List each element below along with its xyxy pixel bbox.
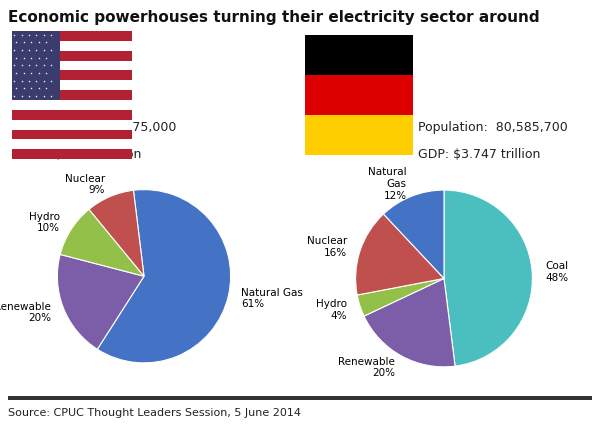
Wedge shape <box>383 190 444 278</box>
Text: Renewable
20%: Renewable 20% <box>338 357 395 378</box>
Text: Hydro
4%: Hydro 4% <box>316 299 347 321</box>
Bar <box>12 120 132 130</box>
Text: GDP: $3.747 trillion: GDP: $3.747 trillion <box>418 149 541 161</box>
Wedge shape <box>89 190 144 276</box>
Bar <box>12 80 132 90</box>
Bar <box>12 149 132 159</box>
Bar <box>12 31 60 100</box>
Bar <box>12 90 132 100</box>
Bar <box>12 100 132 110</box>
Wedge shape <box>444 190 532 366</box>
Text: Source: CPUC Thought Leaders Session, 5 June 2014: Source: CPUC Thought Leaders Session, 5 … <box>8 408 301 418</box>
Wedge shape <box>58 255 144 349</box>
Bar <box>12 51 132 61</box>
Text: Nuclear
16%: Nuclear 16% <box>307 236 347 258</box>
Text: Population:  318,275,000: Population: 318,275,000 <box>19 121 177 134</box>
Text: Nuclear
9%: Nuclear 9% <box>65 174 105 195</box>
Wedge shape <box>97 190 230 363</box>
Bar <box>12 139 132 149</box>
Text: Population:  80,585,700: Population: 80,585,700 <box>418 121 568 134</box>
Bar <box>12 41 132 51</box>
Text: Coal
48%: Coal 48% <box>545 261 569 283</box>
Bar <box>305 35 413 75</box>
Bar <box>12 110 132 120</box>
Text: Natural
Gas
12%: Natural Gas 12% <box>368 168 407 201</box>
Wedge shape <box>60 210 144 276</box>
Bar <box>12 130 132 139</box>
Wedge shape <box>364 278 455 367</box>
Text: Economic powerhouses turning their electricity sector around: Economic powerhouses turning their elect… <box>8 10 539 25</box>
Text: Renewable
20%: Renewable 20% <box>0 302 51 324</box>
Bar <box>305 115 413 155</box>
Bar <box>305 75 413 115</box>
Wedge shape <box>357 278 444 316</box>
Bar <box>12 61 132 70</box>
Text: Natural Gas
61%: Natural Gas 61% <box>241 288 303 309</box>
Bar <box>12 70 132 80</box>
Wedge shape <box>356 214 444 295</box>
Text: Hydro
10%: Hydro 10% <box>29 212 60 233</box>
Bar <box>12 31 132 41</box>
Text: GDP: $17.15 trillion: GDP: $17.15 trillion <box>19 149 142 161</box>
